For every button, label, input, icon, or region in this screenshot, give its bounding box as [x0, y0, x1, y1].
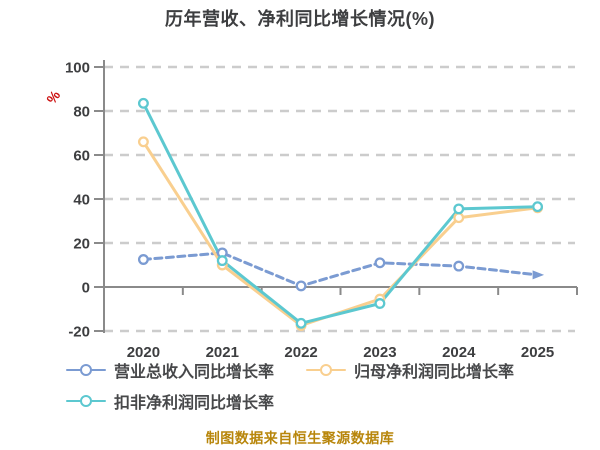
- data-point[interactable]: [374, 298, 386, 309]
- series-line: [141, 251, 540, 288]
- data-point[interactable]: [453, 212, 465, 224]
- legend-dot-icon: [80, 364, 92, 376]
- data-point[interactable]: [374, 257, 386, 269]
- data-point[interactable]: [137, 97, 149, 109]
- y-tick-label: 80: [73, 104, 90, 121]
- data-point[interactable]: [295, 280, 307, 292]
- y-tick-label: -20: [68, 324, 90, 341]
- legend-item-revenue-growth[interactable]: 营业总收入同比增长率: [66, 361, 275, 381]
- y-tick-label: 100: [65, 60, 90, 77]
- data-point-arrow[interactable]: [532, 270, 545, 280]
- y-tick-label: 20: [73, 236, 90, 253]
- legend-label: 归母净利润同比增长率: [354, 364, 515, 381]
- data-source-credit: 制图数据来自恒生聚源数据库: [205, 430, 395, 446]
- x-tick-label: 2021: [206, 344, 239, 361]
- legend-dot-icon: [320, 364, 332, 376]
- series-line: [141, 140, 540, 327]
- legend-label: 营业总收入同比增长率: [114, 364, 275, 381]
- data-point[interactable]: [453, 203, 465, 215]
- legend-marker-nongaap: [66, 394, 106, 409]
- x-tick-label: 2023: [363, 344, 396, 361]
- data-point[interactable]: [453, 260, 465, 272]
- x-tick-label: 2025: [521, 344, 554, 361]
- legend-dot-icon: [80, 395, 92, 407]
- chart-title: 历年营收、净利同比增长情况(%): [165, 9, 435, 29]
- legend-marker-revenue: [66, 363, 106, 378]
- data-point[interactable]: [137, 254, 149, 265]
- series-line: [141, 101, 540, 325]
- legend-item-net-profit-growth[interactable]: 归母净利润同比增长率: [306, 361, 515, 381]
- y-tick-label: 40: [73, 192, 90, 209]
- y-tick-label: 60: [73, 148, 90, 165]
- data-point[interactable]: [532, 201, 544, 213]
- x-tick-label: 2020: [127, 344, 160, 361]
- x-tick-label: 2022: [284, 344, 317, 361]
- data-point[interactable]: [295, 317, 307, 329]
- data-point[interactable]: [137, 136, 149, 148]
- y-tick-label: 0: [82, 280, 90, 297]
- legend-label: 扣非净利润同比增长率: [114, 395, 275, 412]
- legend-item-nongaap-profit-growth[interactable]: 扣非净利润同比增长率: [66, 392, 275, 412]
- legend-marker-net-profit: [306, 363, 346, 378]
- x-tick-label: 2024: [442, 344, 476, 361]
- data-point[interactable]: [216, 255, 228, 267]
